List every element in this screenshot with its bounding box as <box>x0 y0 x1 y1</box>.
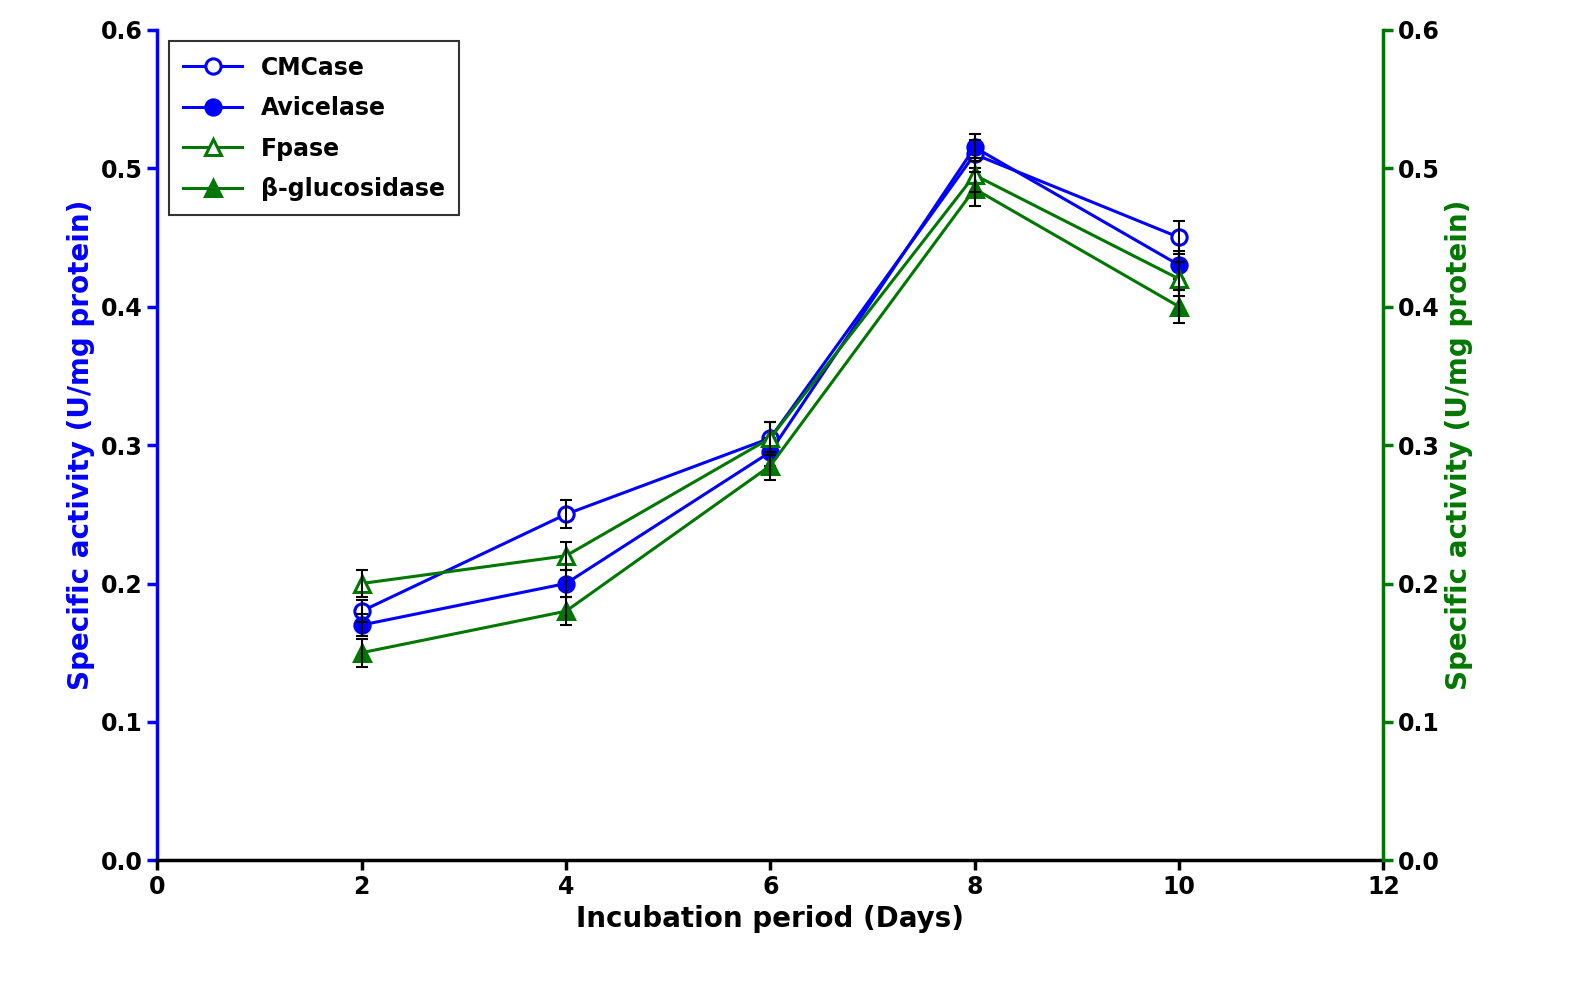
Fpase <box>761 432 780 444</box>
Line: Fpase: Fpase <box>354 167 1187 591</box>
Line: CMCase: CMCase <box>354 146 1187 619</box>
Y-axis label: Specific activity (U/mg protein): Specific activity (U/mg protein) <box>1445 200 1473 690</box>
β-glucosidase <box>556 605 575 617</box>
Avicelase <box>352 619 371 631</box>
Fpase <box>556 550 575 562</box>
Fpase <box>1170 273 1188 285</box>
CMCase <box>352 605 371 617</box>
CMCase <box>556 508 575 520</box>
Line: β-glucosidase: β-glucosidase <box>354 181 1187 661</box>
Avicelase <box>556 578 575 589</box>
β-glucosidase <box>965 183 984 195</box>
Avicelase <box>761 446 780 458</box>
β-glucosidase <box>761 460 780 472</box>
Fpase <box>965 169 984 181</box>
β-glucosidase <box>1170 301 1188 313</box>
CMCase <box>761 432 780 444</box>
X-axis label: Incubation period (Days): Incubation period (Days) <box>577 905 964 933</box>
CMCase <box>965 148 984 160</box>
CMCase <box>1170 231 1188 243</box>
Avicelase <box>1170 259 1188 271</box>
β-glucosidase <box>352 647 371 659</box>
Legend: CMCase, Avicelase, Fpase, β-glucosidase: CMCase, Avicelase, Fpase, β-glucosidase <box>170 42 459 216</box>
Y-axis label: Specific activity (U/mg protein): Specific activity (U/mg protein) <box>68 200 96 690</box>
Line: Avicelase: Avicelase <box>354 139 1187 633</box>
Avicelase <box>965 141 984 153</box>
Fpase <box>352 578 371 589</box>
